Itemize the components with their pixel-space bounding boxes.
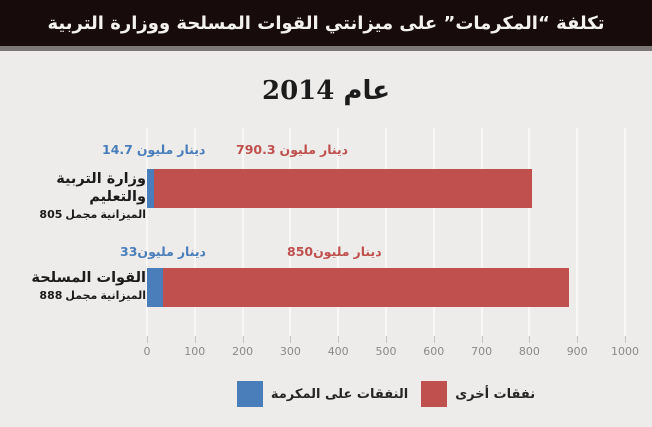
bar-education [147, 169, 532, 208]
gridline [528, 128, 531, 336]
tick-mark [386, 336, 387, 343]
tick-label: 800 [518, 345, 540, 358]
legend-item-makrama: النفقات على المكرمة [236, 381, 409, 407]
tick-mark [242, 336, 244, 343]
tick-mark [625, 336, 626, 343]
gridline [432, 128, 435, 336]
legend-item-other: نفقات أخرى [421, 381, 535, 407]
gridline [241, 128, 244, 336]
legend-label-other: نفقات أخرى [455, 386, 536, 402]
chart-title: عام 2014 [261, 76, 390, 106]
tick-mark [433, 336, 435, 343]
header: تكلفة “المكرمات” على ميزانتي القوات المس… [0, 0, 652, 46]
category-budget-total: 888 مجمل الميزانية [39, 289, 146, 303]
header-divider [0, 46, 652, 51]
gridline [146, 128, 148, 336]
gridline [385, 128, 387, 336]
value-label-makrama-education: 14.7 مليون دينار [102, 142, 206, 157]
category-block-education: وزارة التربية والتعليم 805 مجمل الميزانية [0, 170, 146, 221]
gridline [480, 128, 483, 336]
value-label-other-armed-forces: 850مليون دينار [287, 244, 382, 259]
tick-label: 900 [566, 345, 588, 358]
gridline [576, 128, 579, 336]
bar-segment-makrama [147, 268, 163, 307]
tick-label: 1000 [611, 345, 639, 358]
tick-mark [529, 336, 531, 343]
tick-label: 300 [279, 345, 301, 358]
tick-label: 700 [471, 345, 493, 358]
legend-swatch-other-icon [421, 381, 448, 407]
tick-label: 500 [375, 345, 397, 358]
gridline [624, 128, 626, 336]
tick-mark [577, 336, 579, 343]
gridline [193, 128, 196, 336]
gridline [289, 128, 292, 336]
tick-label: 400 [327, 345, 349, 358]
bar-segment-other [162, 268, 570, 307]
category-block-armed-forces: القوات المسلحة 888 مجمل الميزانية [0, 269, 146, 302]
value-label-other-education: 790.3 مليون دينار [236, 142, 349, 157]
bar-segment-other [154, 169, 532, 208]
legend-swatch-makrama-icon [236, 381, 263, 407]
bar-segment-makrama [147, 169, 155, 208]
legend: النفقات على المكرمة نفقات أخرى [147, 381, 625, 407]
tick-label: 100 [184, 345, 206, 358]
category-budget-total: 805 مجمل الميزانية [39, 208, 146, 222]
tick-label: 600 [423, 345, 445, 358]
legend-label-makrama: النفقات على المكرمة [270, 386, 409, 402]
category-name: وزارة التربية والتعليم [56, 171, 146, 206]
value-label-makrama-armed-forces: 33مليون دينار [120, 244, 206, 259]
tick-label: 0 [143, 345, 151, 358]
tick-mark [290, 336, 292, 343]
gridline [337, 128, 340, 336]
tick-mark [147, 336, 148, 343]
bar-armed-forces [147, 268, 570, 307]
category-name: القوات المسلحة [31, 270, 146, 286]
tick-mark [194, 336, 196, 343]
tick-mark [338, 336, 340, 343]
tick-label: 200 [232, 345, 254, 358]
tick-mark [481, 336, 483, 343]
main-title: تكلفة “المكرمات” على ميزانتي القوات المس… [47, 12, 605, 34]
